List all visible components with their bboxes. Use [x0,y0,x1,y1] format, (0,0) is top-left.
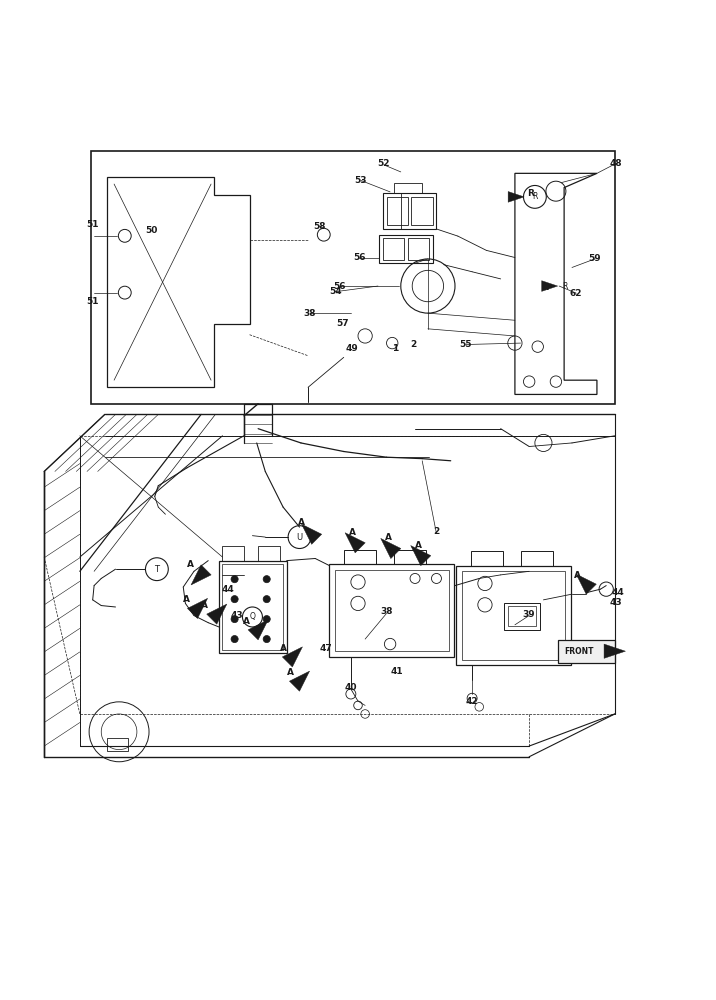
Bar [219,561,286,653]
Bar [508,606,536,626]
Text: 42: 42 [466,697,478,706]
Text: 2: 2 [410,340,417,349]
Bar [504,603,540,630]
Circle shape [263,616,270,623]
Bar [462,571,565,660]
Bar [107,738,128,751]
Text: 43: 43 [231,611,243,620]
Bar [90,151,615,404]
Circle shape [231,576,238,583]
Bar [383,238,405,260]
Bar [394,550,426,564]
Text: 51: 51 [87,220,99,229]
Text: R: R [532,192,538,201]
Text: 48: 48 [610,159,622,168]
Text: 39: 39 [523,610,536,619]
Text: A: A [201,601,208,610]
Text: A: A [298,518,305,527]
Text: R: R [562,282,568,291]
Bar [223,546,244,561]
Text: 50: 50 [145,226,158,235]
Text: R: R [527,189,534,198]
Polygon shape [604,644,626,658]
Bar [329,564,454,657]
Text: 51: 51 [87,297,99,306]
Text: 55: 55 [460,340,472,349]
Polygon shape [248,620,268,640]
Polygon shape [188,598,208,618]
Circle shape [263,596,270,603]
Text: 58: 58 [313,222,326,231]
Text: A: A [574,571,581,580]
Text: 57: 57 [336,319,349,328]
Text: A: A [286,668,294,677]
Circle shape [263,636,270,643]
Polygon shape [576,574,596,594]
Polygon shape [411,546,431,566]
Text: 44: 44 [222,585,235,594]
Text: R: R [541,283,548,292]
Text: 56: 56 [353,253,366,262]
Polygon shape [345,533,365,553]
Polygon shape [301,524,321,544]
Text: 38: 38 [380,607,393,616]
Bar [335,570,449,651]
Text: 62: 62 [570,289,583,298]
Bar [387,197,408,225]
Text: Q: Q [249,612,256,621]
Text: 40: 40 [344,683,357,692]
Text: A: A [280,644,286,653]
Circle shape [263,576,270,583]
Text: A: A [415,541,422,550]
Text: 43: 43 [610,598,622,607]
Polygon shape [191,565,211,585]
Text: 52: 52 [377,159,390,168]
Bar [379,235,433,263]
Text: 2: 2 [433,527,440,536]
Text: U: U [296,533,303,542]
Polygon shape [289,671,309,691]
Text: 41: 41 [391,667,404,676]
Text: FRONT: FRONT [564,647,594,656]
Text: 44: 44 [612,588,624,597]
Text: 49: 49 [346,344,359,353]
Circle shape [231,636,238,643]
Bar [558,640,615,663]
Text: 47: 47 [319,644,332,653]
Polygon shape [207,604,227,624]
Polygon shape [381,538,401,559]
Bar [412,197,433,225]
Bar [344,550,376,564]
Bar [383,193,437,229]
Text: T: T [155,565,160,574]
Text: A: A [384,533,392,542]
Polygon shape [282,647,302,667]
Text: A: A [187,560,194,569]
Bar [258,546,279,561]
Circle shape [231,596,238,603]
Bar [223,564,283,650]
Text: 1: 1 [392,344,398,353]
Bar [521,551,553,566]
Text: 54: 54 [329,287,342,296]
Bar [470,551,503,566]
Text: 59: 59 [589,254,601,263]
Text: A: A [349,528,356,537]
Text: 53: 53 [354,176,367,185]
Text: A: A [243,617,250,626]
Circle shape [231,616,238,623]
Bar [408,238,430,260]
Text: A: A [183,595,190,604]
Bar [456,566,571,665]
Text: 56: 56 [333,282,346,291]
Polygon shape [542,281,558,291]
Text: 38: 38 [304,309,316,318]
Bar [394,183,422,193]
Polygon shape [508,192,524,202]
